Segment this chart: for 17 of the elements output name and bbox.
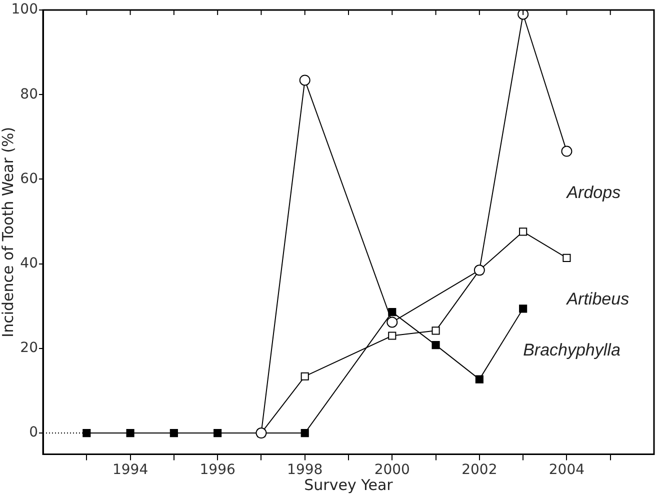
x-tick-label: 2000 xyxy=(374,462,410,478)
x-tick-label: 2002 xyxy=(462,462,498,478)
y-axis-title: Incidence of Tooth Wear (%) xyxy=(0,126,17,338)
y-tick-label: 60 xyxy=(20,170,38,187)
y-tick-label: 40 xyxy=(20,255,38,272)
y-tick-label: 0 xyxy=(29,424,38,441)
x-tick-label: 2004 xyxy=(548,462,585,478)
y-tick-label: 80 xyxy=(20,86,38,102)
series-label: Artibeus xyxy=(566,290,630,309)
series-label: Ardops xyxy=(566,183,622,202)
series-label: Brachyphylla xyxy=(523,340,620,360)
x-tick-label: 1994 xyxy=(112,462,148,478)
y-tick-label: 100 xyxy=(11,2,38,18)
y-tick-label: 20 xyxy=(20,340,38,356)
x-axis-title: Survey Year xyxy=(304,476,394,494)
x-tick-label: 1998 xyxy=(287,462,323,478)
x-tick-label: 1996 xyxy=(200,462,236,478)
